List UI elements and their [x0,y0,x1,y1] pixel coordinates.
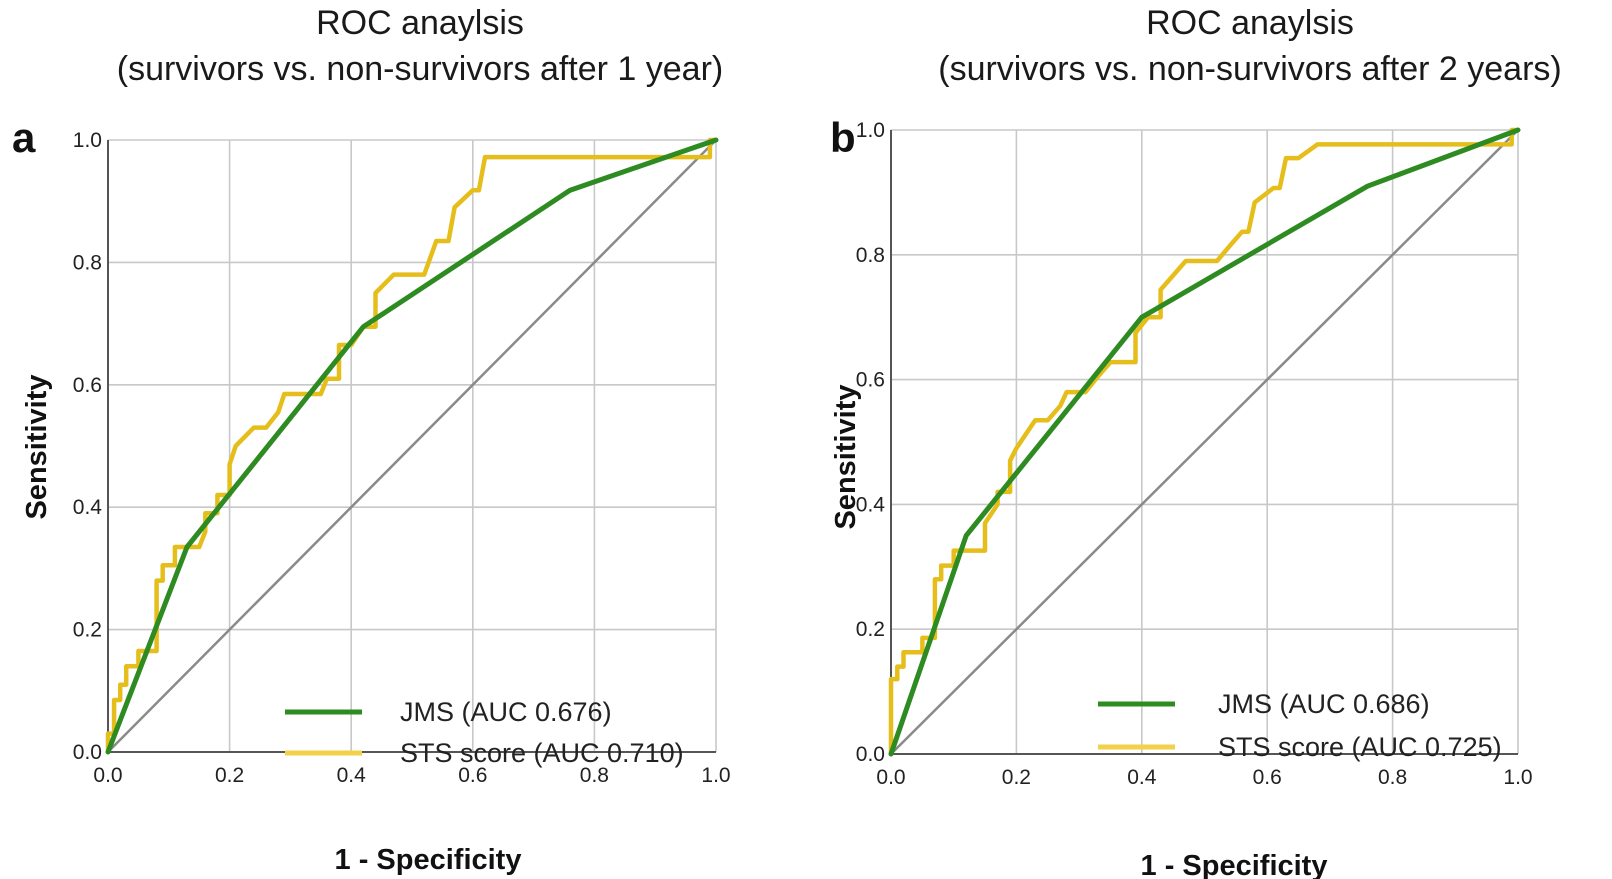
panel-b-letter: b [830,114,856,161]
panel-a-letter: a [12,114,36,161]
panel-a-y-tick-label-1: 0.2 [73,619,102,642]
panel-b-x-tick-label-2: 0.4 [1127,766,1157,789]
panel-b-y-tick-label-5: 1.0 [856,119,885,142]
panel-b-y-axis-label: Sensitivity [830,384,862,529]
panel-b-y-tick-label-1: 0.2 [856,618,885,641]
roc-panel-b: ROC anaylsis (survivors vs. non-survivor… [830,4,1562,879]
panel-a-y-tick-label-0: 0.0 [73,741,102,764]
panel-a-y-tick-label-3: 0.6 [73,374,102,397]
panel-b-x-tick-label-0: 0.0 [876,766,905,789]
panel-a-series-line-jms [105,137,719,755]
panel-b-series-line-jms [888,127,1521,757]
panel-b-y-tick-label-2: 0.4 [856,493,886,516]
panel-b-ticks: 0.00.0 0.2 0.2 0.4 0.4 0.6 0.6 0.8 0.8 1.0 1.0 [856,119,1533,789]
panel-b-x-tick-label-1: 0.2 [1002,766,1031,789]
panel-a-x-tick-label-3: 0.6 [458,764,487,787]
panel-b-y-tick-label-4: 0.8 [856,244,885,267]
panel-b-x-axis-label: 1 - Specificity [1141,850,1328,879]
panel-b-grid [890,129,1519,755]
panel-a-x-tick-label-0: 0.0 [93,764,122,787]
panel-a-y-axis-label: Sensitivity [21,374,53,519]
panel-a-legend: JMS (AUC 0.676) STS score (AUC 0.710) [285,697,684,768]
panel-b-legend-label-sts: STS score (AUC 0.725) [1218,732,1502,762]
panel-a-x-tick-label-5: 1.0 [701,764,730,787]
panel-b-series [888,127,1521,757]
panel-b-reference-diagonal [890,129,1519,755]
panel-b-legend-label-jms: JMS (AUC 0.686) [1218,689,1430,719]
panel-a-reference-diagonal [107,139,717,753]
panel-b-title-line-2: (survivors vs. non-survivors after 2 yea… [938,50,1562,88]
panel-b-x-tick-label-5: 1.0 [1503,766,1532,789]
panel-a-x-tick-label-1: 0.2 [215,764,244,787]
panel-a-x-tick-label-4: 0.8 [580,764,609,787]
panel-a-title-line-2: (survivors vs. non-survivors after 1 yea… [117,50,724,88]
panel-a-y-tick-label-5: 1.0 [73,129,102,152]
roc-panel-a: ROC anaylsis (survivors vs. non-survivor… [12,4,731,876]
panel-a-grid [107,139,717,753]
panel-b-y-tick-label-3: 0.6 [856,369,885,392]
panel-a-ticks: 0.00.0 0.2 0.2 0.4 0.4 0.6 0.6 0.8 0.8 1.0 1.0 [73,129,731,787]
panel-b-x-tick-label-4: 0.8 [1378,766,1407,789]
panel-a-series [105,137,719,755]
panel-a-x-tick-label-2: 0.4 [337,764,367,787]
panel-b-y-tick-label-0: 0.0 [856,743,885,766]
panel-b-legend: JMS (AUC 0.686) STS score (AUC 0.725) [1098,689,1502,762]
panel-b-x-tick-label-3: 0.6 [1253,766,1282,789]
panel-a-legend-label-sts: STS score (AUC 0.710) [400,738,684,768]
panel-a-series-line-sts [105,137,719,755]
panel-a-y-tick-label-2: 0.4 [73,496,103,519]
panel-a-legend-label-jms: JMS (AUC 0.676) [400,697,612,727]
panel-a-y-tick-label-4: 0.8 [73,251,102,274]
panel-b-title-line-1: ROC anaylsis [1146,4,1354,42]
panel-a-x-axis-label: 1 - Specificity [335,844,522,876]
panel-a-title-line-1: ROC anaylsis [316,4,524,42]
